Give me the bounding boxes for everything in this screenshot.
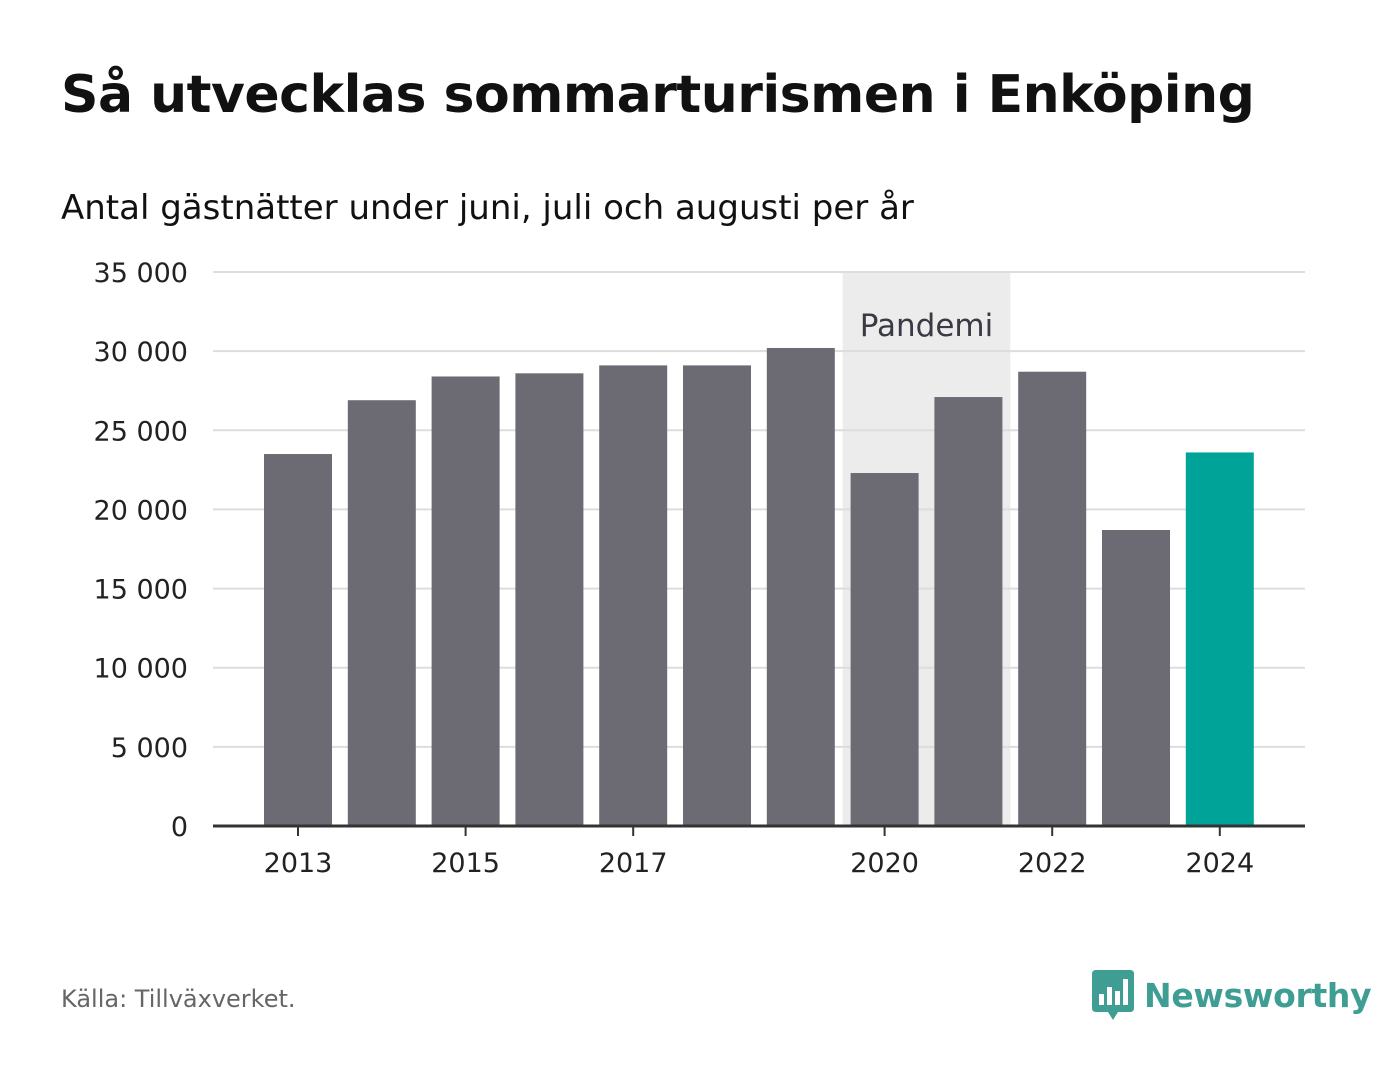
y-tick-label: 25 000 — [94, 416, 188, 447]
chart-subtitle: Antal gästnätter under juni, juli och au… — [61, 188, 914, 228]
bar-2019 — [766, 347, 835, 826]
bar-2020 — [850, 473, 919, 826]
brand-name: Newsworthy — [1144, 975, 1372, 1015]
source-note: Källa: Tillväxverket. — [61, 985, 296, 1013]
bar-2016 — [515, 373, 584, 826]
y-tick-label: 5 000 — [111, 733, 188, 764]
bar-2013 — [264, 454, 332, 826]
axes — [213, 824, 1305, 836]
bar-2017 — [599, 365, 668, 826]
y-tick-label: 0 — [171, 812, 188, 843]
bar-2022 — [1018, 371, 1087, 826]
y-tick-label: 20 000 — [94, 495, 188, 526]
bar-2023 — [1102, 530, 1170, 826]
bar-2018 — [683, 365, 751, 826]
x-tick-label: 2013 — [264, 848, 333, 879]
bar-chart: Pandemi 0 5 000 10 000 15 000 20 000 25 000 30 … — [94, 258, 1305, 879]
bar-2014 — [347, 400, 416, 826]
chart-title: Så utvecklas sommarturismen i Enköping — [61, 65, 1255, 125]
x-tick-label: 2020 — [850, 848, 919, 879]
bar-chart-bubble-icon — [1092, 970, 1134, 1020]
bar-2015 — [431, 376, 500, 826]
x-tick-label: 2024 — [1185, 848, 1254, 879]
y-tick-label: 15 000 — [94, 575, 188, 606]
bar-2021 — [934, 397, 1003, 826]
y-tick-label: 35 000 — [94, 258, 188, 289]
y-tick-label: 10 000 — [94, 654, 188, 685]
brand-logo: Newsworthy — [1092, 970, 1372, 1020]
bars — [264, 347, 1254, 826]
tick-labels: Pandemi 0 5 000 10 000 15 000 20 000 25 000 30 … — [94, 258, 1255, 879]
x-tick-label: 2015 — [431, 848, 500, 879]
x-tick-label: 2017 — [599, 848, 668, 879]
pandemic-label: Pandemi — [860, 308, 994, 344]
bar-2024 — [1185, 452, 1254, 826]
x-tick-label: 2022 — [1018, 848, 1087, 879]
y-tick-label: 30 000 — [94, 337, 188, 368]
